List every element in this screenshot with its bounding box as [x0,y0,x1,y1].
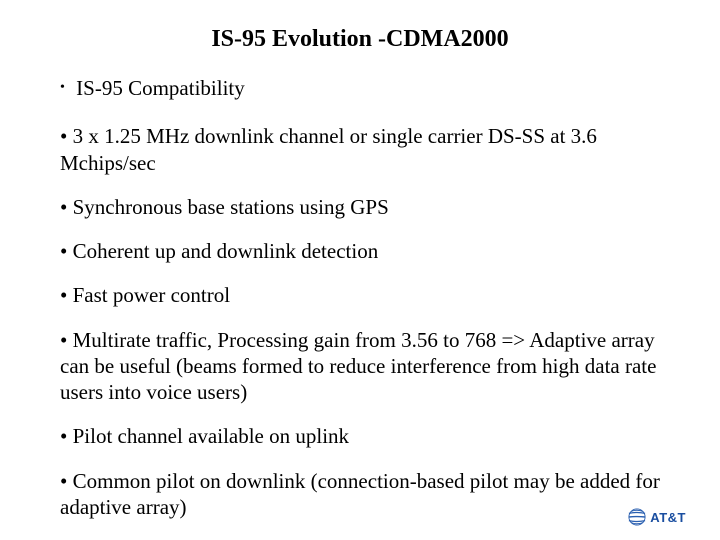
bullet-text: Pilot channel available on uplink [73,424,349,448]
bullet-item: • Pilot channel available on uplink [60,423,660,449]
bullet-item: • Synchronous base stations using GPS [60,194,660,220]
bullet-item: • Multirate traffic, Processing gain fro… [60,327,660,406]
att-logo: AT&T [628,508,686,526]
bullet-item: • 3 x 1.25 MHz downlink channel or singl… [60,123,660,176]
bullet-list: • IS-95 Compatibility • 3 x 1.25 MHz dow… [60,75,660,520]
bullet-text: 3 x 1.25 MHz downlink channel or single … [60,124,597,174]
bullet-text: Synchronous base stations using GPS [73,195,389,219]
logo-text: AT&T [650,510,686,525]
bullet-text: Multirate traffic, Processing gain from … [60,328,656,405]
bullet-text: Common pilot on downlink (connection-bas… [60,469,660,519]
bullet-item: • IS-95 Compatibility [60,75,660,101]
slide: IS-95 Evolution -CDMA2000 • IS-95 Compat… [0,0,720,540]
bullet-item: • Fast power control [60,282,660,308]
bullet-text: Fast power control [73,283,230,307]
slide-title: IS-95 Evolution -CDMA2000 [60,26,660,53]
globe-icon [628,508,646,526]
bullet-item: • Coherent up and downlink detection [60,238,660,264]
bullet-text: Coherent up and downlink detection [73,239,379,263]
bullet-item: • Common pilot on downlink (connection-b… [60,468,660,521]
bullet-text: IS-95 Compatibility [76,76,245,100]
bullet-dot-icon: • [60,79,65,97]
